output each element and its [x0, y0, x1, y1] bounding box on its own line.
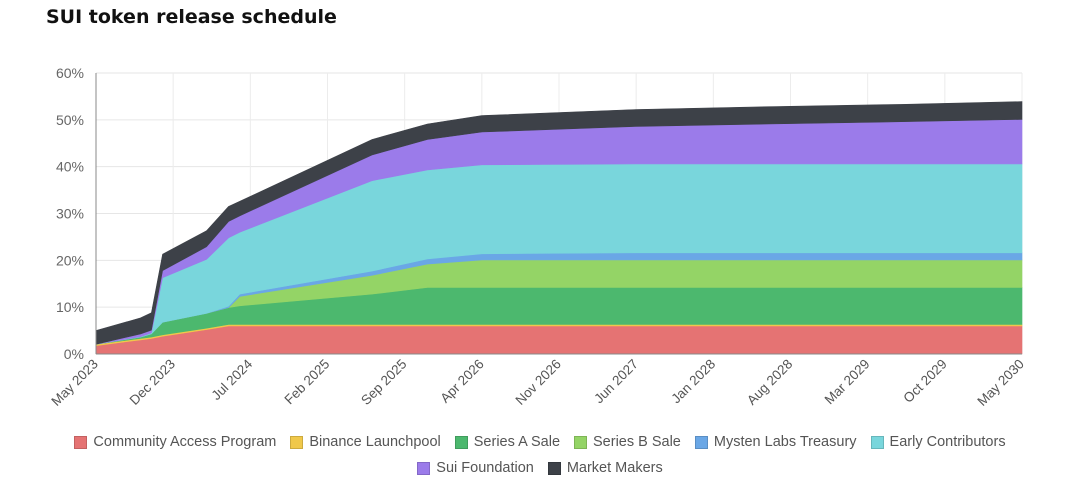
legend-label: Series B Sale — [593, 434, 681, 450]
x-tick-label: Jan 2028 — [668, 356, 718, 406]
chart-title: SUI token release schedule — [46, 6, 337, 28]
y-tick-label: 40% — [56, 159, 84, 175]
legend-item[interactable]: Community Access Program — [74, 429, 276, 455]
axes — [95, 73, 1022, 355]
legend: Community Access Program Binance Launchpo… — [0, 429, 1080, 481]
legend-item[interactable]: Sui Foundation — [417, 455, 534, 481]
x-tick-label: May 2030 — [974, 356, 1027, 409]
legend-swatch — [694, 435, 708, 449]
y-tick-label: 30% — [56, 206, 84, 222]
x-tick-label: Mar 2029 — [822, 356, 873, 407]
legend-label: Mysten Labs Treasury — [713, 434, 857, 450]
legend-item[interactable]: Mysten Labs Treasury — [694, 429, 857, 455]
stacked-area-chart: 0% 10% 20% 30% 40% 50% 60% May 2023 Dec 2023 Jul… — [48, 65, 1027, 409]
x-axis-ticks: May 2023 Dec 2023 Jul 2024 Feb 2025 Sep 2025… — [48, 356, 1027, 409]
legend-label: Early Contributors — [889, 434, 1006, 450]
legend-item[interactable]: Series B Sale — [574, 429, 681, 455]
legend-label: Series A Sale — [473, 434, 561, 450]
y-tick-label: 10% — [56, 299, 84, 315]
y-tick-label: 50% — [56, 112, 84, 128]
legend-item[interactable]: Binance Launchpool — [290, 429, 441, 455]
legend-label: Market Makers — [566, 460, 663, 476]
legend-label: Community Access Program — [93, 434, 277, 450]
legend-swatch — [454, 435, 468, 449]
y-tick-label: 0% — [64, 346, 84, 362]
x-tick-label: May 2023 — [48, 356, 101, 409]
legend-item[interactable]: Series A Sale — [454, 429, 561, 455]
x-tick-label: Jul 2024 — [209, 356, 256, 403]
legend-row: Community Access Program Binance Launchpo… — [0, 429, 1080, 455]
x-tick-label: Apr 2026 — [437, 356, 486, 405]
legend-swatch — [290, 435, 304, 449]
legend-swatch — [74, 435, 88, 449]
x-tick-label: Feb 2025 — [282, 356, 333, 407]
y-axis-ticks: 0% 10% 20% 30% 40% 50% 60% — [56, 65, 84, 362]
area-community-access-program — [95, 325, 1023, 355]
legend-swatch — [574, 435, 588, 449]
legend-swatch — [870, 435, 884, 449]
y-tick-label: 60% — [56, 65, 84, 81]
x-tick-label: Dec 2023 — [127, 356, 178, 407]
x-tick-label: Oct 2029 — [900, 356, 949, 405]
x-tick-label: Aug 2028 — [744, 356, 795, 407]
legend-item[interactable]: Early Contributors — [870, 429, 1006, 455]
x-tick-label: Sep 2025 — [358, 356, 409, 407]
x-tick-label: Nov 2026 — [512, 356, 563, 407]
legend-row: Sui Foundation Market Makers — [0, 455, 1080, 481]
y-tick-label: 20% — [56, 252, 84, 268]
legend-label: Sui Foundation — [436, 460, 534, 476]
legend-label: Binance Launchpool — [309, 434, 441, 450]
area-market-makers — [95, 101, 1023, 345]
x-tick-label: Jun 2027 — [591, 356, 641, 406]
legend-item[interactable]: Market Makers — [547, 455, 663, 481]
area-series — [95, 101, 1023, 355]
